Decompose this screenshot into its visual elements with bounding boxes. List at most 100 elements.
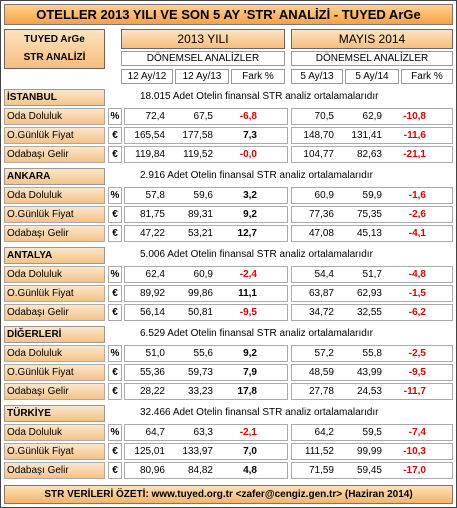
value-5ay14: 75,35 <box>356 209 382 220</box>
group1-values: 80,96 84,82 4,8 <box>124 462 288 479</box>
value-5ay13: 71,59 <box>308 465 334 476</box>
metric-label: O.Günlük Fiyat <box>4 206 105 223</box>
value-5ay13: 111,52 <box>304 446 334 457</box>
group1-values: 57,8 59,6 3,2 <box>124 187 288 204</box>
region-info: 18.015 Adet Otelin finansal STR analiz o… <box>124 89 453 106</box>
value-12ay12: 80,96 <box>139 465 165 476</box>
region-hotel-count: 6.529 <box>140 328 166 339</box>
value-fark-2013: 9,2 <box>243 348 257 359</box>
value-fark-2014: -10,8 <box>403 111 426 122</box>
unit-symbol: % <box>108 266 122 283</box>
group1-col3: Fark % <box>231 69 285 84</box>
value-fark-2014: -4,1 <box>408 228 426 239</box>
unit-symbol: € <box>108 304 122 321</box>
value-5ay14: 131,41 <box>351 130 382 141</box>
value-5ay13: 63,87 <box>308 288 334 299</box>
group1-values: 81,75 89,31 9,2 <box>124 206 288 223</box>
group1-values: 62,4 60,9 -2,4 <box>124 266 288 283</box>
table-row: Oda Doluluk% 64,7 63,3 -2,1 64,2 59,5 -7,4 <box>4 424 453 441</box>
group2-col3: Fark % <box>401 69 453 84</box>
value-5ay13: 27,78 <box>308 386 334 397</box>
corner-line1: TUYED ArGe <box>24 34 85 45</box>
unit-symbol: € <box>108 285 122 302</box>
unit-symbol: € <box>108 225 122 242</box>
unit-symbol: € <box>108 462 122 479</box>
value-12ay13: 67,5 <box>193 111 213 122</box>
unit-symbol: % <box>108 424 122 441</box>
value-12ay12: 72,4 <box>145 111 165 122</box>
group2-values: 27,78 24,53 -11,7 <box>291 383 453 400</box>
unit-symbol: € <box>108 127 122 144</box>
value-5ay14: 32,55 <box>356 307 382 318</box>
value-5ay14: 82,63 <box>356 149 382 160</box>
value-fark-2013: 9,2 <box>243 209 257 220</box>
value-fark-2014: -17,0 <box>403 465 426 476</box>
corner-line2: STR ANALİZİ <box>23 52 86 63</box>
value-5ay13: 47,08 <box>308 228 334 239</box>
value-12ay13: 63,3 <box>193 427 213 438</box>
region-name: İSTANBUL <box>4 89 105 106</box>
value-12ay13: 53,21 <box>187 228 213 239</box>
metric-label: O.Günlük Fiyat <box>4 364 105 381</box>
value-5ay14: 45,13 <box>356 228 382 239</box>
region-header: ANTALYA 5.006 Adet Otelin finansal STR an… <box>4 247 453 264</box>
value-12ay13: 59,73 <box>187 367 213 378</box>
region-header: TÜRKİYE 32.466 Adet Otelin finansal STR a… <box>4 405 453 422</box>
value-5ay13: 64,2 <box>314 427 334 438</box>
metric-label: O.Günlük Fiyat <box>4 443 105 460</box>
metric-label: Oda Doluluk <box>4 345 105 362</box>
value-fark-2014: -21,1 <box>403 149 426 160</box>
value-fark-2014: -9,5 <box>408 367 426 378</box>
region-name: ANKARA <box>4 168 105 185</box>
group1-values: 165,54 177,58 7,3 <box>124 127 288 144</box>
value-5ay14: 59,45 <box>356 465 382 476</box>
region-hotel-count: 5.006 <box>140 249 166 260</box>
value-12ay12: 57,8 <box>145 190 165 201</box>
group1-values: 125,01 133,97 7,0 <box>124 443 288 460</box>
value-12ay12: 55,36 <box>139 367 165 378</box>
value-fark-2013: 3,2 <box>243 190 257 201</box>
region-info: 2.916 Adet Otelin finansal STR analiz or… <box>124 168 453 185</box>
group1-values: 119,84 119,52 -0,0 <box>124 146 288 163</box>
footer-note: STR VERİLERİ ÖZETİ: www.tuyed.org.tr <za… <box>4 485 453 504</box>
region-info-text: Adet Otelin finansal STR analiz ortalama… <box>172 407 379 418</box>
value-fark-2014: -7,4 <box>408 427 426 438</box>
group2-values: 77,36 75,35 -2,6 <box>291 206 453 223</box>
value-fark-2013: 17,8 <box>237 386 257 397</box>
group2-values: 64,2 59,5 -7,4 <box>291 424 453 441</box>
region-hotel-count: 2.916 <box>140 170 166 181</box>
group1-values: 89,92 99,86 11,1 <box>124 285 288 302</box>
region-info: 32.466 Adet Otelin finansal STR analiz o… <box>124 405 453 422</box>
value-5ay13: 77,36 <box>308 209 334 220</box>
value-5ay13: 54,4 <box>314 269 334 280</box>
value-12ay12: 89,92 <box>139 288 165 299</box>
value-fark-2014: -2,6 <box>408 209 426 220</box>
group2-values: 70,5 62,9 -10,8 <box>291 108 453 125</box>
group1-title: 2013 YILI <box>121 29 285 49</box>
value-5ay14: 59,5 <box>362 427 382 438</box>
value-12ay12: 81,75 <box>139 209 165 220</box>
table-row: Oda Doluluk% 62,4 60,9 -2,4 54,4 51,7 -4,8 <box>4 266 453 283</box>
group2-values: 148,70 131,41 -11,6 <box>291 127 453 144</box>
region-info-text: Adet Otelin finansal STR analiz ortalama… <box>167 249 373 260</box>
value-12ay12: 125,01 <box>134 446 165 457</box>
value-fark-2013: 11,1 <box>238 288 257 299</box>
region-header: ANKARA 2.916 Adet Otelin finansal STR ana… <box>4 168 453 185</box>
region-name: DİĞERLERİ <box>4 326 105 343</box>
group2-values: 104,77 82,63 -21,1 <box>291 146 453 163</box>
group2-title: MAYIS 2014 <box>291 29 453 49</box>
unit-symbol: % <box>108 108 122 125</box>
group2-values: 54,4 51,7 -4,8 <box>291 266 453 283</box>
value-fark-2014: -4,8 <box>408 269 426 280</box>
group2-col2: 5 Ay/14 <box>345 69 399 84</box>
metric-label: Odabaşı Gelir <box>4 462 105 479</box>
table-row: Odabaşı Gelir €80,96 84,82 4,8 71,59 59,45 -17… <box>4 462 453 479</box>
value-12ay13: 84,82 <box>187 465 213 476</box>
value-5ay13: 34,72 <box>308 307 334 318</box>
value-fark-2013: -2,4 <box>239 269 257 280</box>
value-12ay13: 55,6 <box>193 348 213 359</box>
value-12ay13: 50,81 <box>187 307 213 318</box>
unit-symbol: % <box>108 345 122 362</box>
value-12ay13: 133,97 <box>182 446 213 457</box>
